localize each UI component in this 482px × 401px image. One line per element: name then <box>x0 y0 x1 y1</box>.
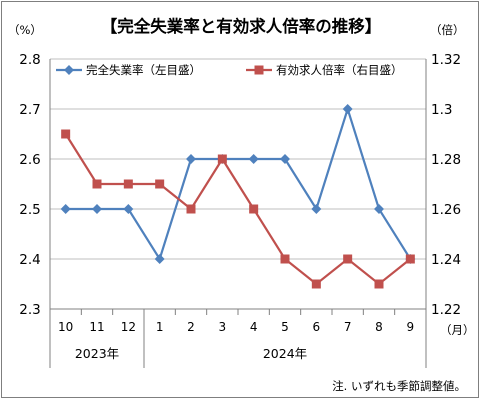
data-point <box>186 154 196 164</box>
x-tick-label: 8 <box>375 320 383 334</box>
data-point <box>60 204 71 214</box>
data-point <box>280 154 290 164</box>
data-point <box>61 129 71 139</box>
x-tick-label: 3 <box>219 320 227 334</box>
right-axis-ticks: 1.22 1.24 1.26 1.28 1.3 1.32 <box>431 52 461 318</box>
footnote: 注. いずれも季節調整値。 <box>332 379 466 393</box>
x-tick-label: 11 <box>89 320 104 334</box>
left-axis-ticks: 2.3 2.4 2.5 2.6 2.7 2.8 <box>19 52 40 318</box>
series-layer <box>60 104 416 289</box>
x-tick-label: 10 <box>58 320 73 334</box>
x-tick-label: 2 <box>187 320 195 334</box>
left-tick-label: 2.7 <box>19 102 40 118</box>
right-tick-label: 1.24 <box>431 252 461 268</box>
left-tick-label: 2.4 <box>19 252 40 268</box>
x-tick-label: 6 <box>313 320 321 334</box>
x-tick-label: 4 <box>250 320 258 334</box>
x-tick-label: 12 <box>121 320 136 334</box>
data-point <box>248 154 259 164</box>
data-point <box>280 254 290 264</box>
data-point <box>92 179 102 189</box>
right-tick-label: 1.26 <box>431 202 461 218</box>
left-tick-label: 2.3 <box>19 302 40 318</box>
data-point <box>405 254 415 264</box>
x-tick-label: 9 <box>407 320 415 334</box>
legend: 完全失業率（左目盛） 有効求人倍率（右目盛） <box>56 63 403 77</box>
data-point <box>311 204 322 214</box>
x-axis-unit: （月） <box>440 323 475 337</box>
data-point <box>374 204 384 214</box>
x-tick-label: 1 <box>156 320 164 334</box>
right-tick-label: 1.32 <box>431 52 461 68</box>
data-point <box>343 254 353 264</box>
data-point <box>249 204 259 214</box>
data-point <box>217 154 227 164</box>
x-tick-label: 7 <box>344 320 352 334</box>
right-tick-label: 1.3 <box>431 102 452 118</box>
series-line-2 <box>64 133 412 286</box>
data-point <box>342 104 353 114</box>
data-point <box>123 179 133 189</box>
data-point <box>123 204 134 214</box>
data-point <box>311 279 321 289</box>
left-axis-unit: （%） <box>8 23 42 37</box>
data-point <box>186 204 196 214</box>
chart-title: 【完全失業率と有効求人倍率の推移】 <box>101 16 382 36</box>
series-line-1 <box>65 105 412 262</box>
left-tick-label: 2.8 <box>19 52 40 68</box>
right-tick-label: 1.28 <box>431 152 461 168</box>
legend-label: 完全失業率（左目盛） <box>86 63 201 77</box>
legend-label: 有効求人倍率（右目盛） <box>276 63 403 77</box>
left-tick-label: 2.6 <box>19 152 40 168</box>
left-tick-label: 2.5 <box>19 202 40 218</box>
year-label: 2024年 <box>263 346 307 361</box>
right-axis-unit: （倍） <box>430 23 465 37</box>
data-point <box>154 254 165 264</box>
legend-marker <box>254 65 264 75</box>
data-point <box>155 179 165 189</box>
right-tick-label: 1.22 <box>431 302 461 318</box>
year-label: 2023年 <box>75 346 119 361</box>
x-tick-label: 5 <box>281 320 289 334</box>
legend-marker <box>64 65 74 75</box>
data-point <box>92 204 102 214</box>
data-point <box>374 279 384 289</box>
